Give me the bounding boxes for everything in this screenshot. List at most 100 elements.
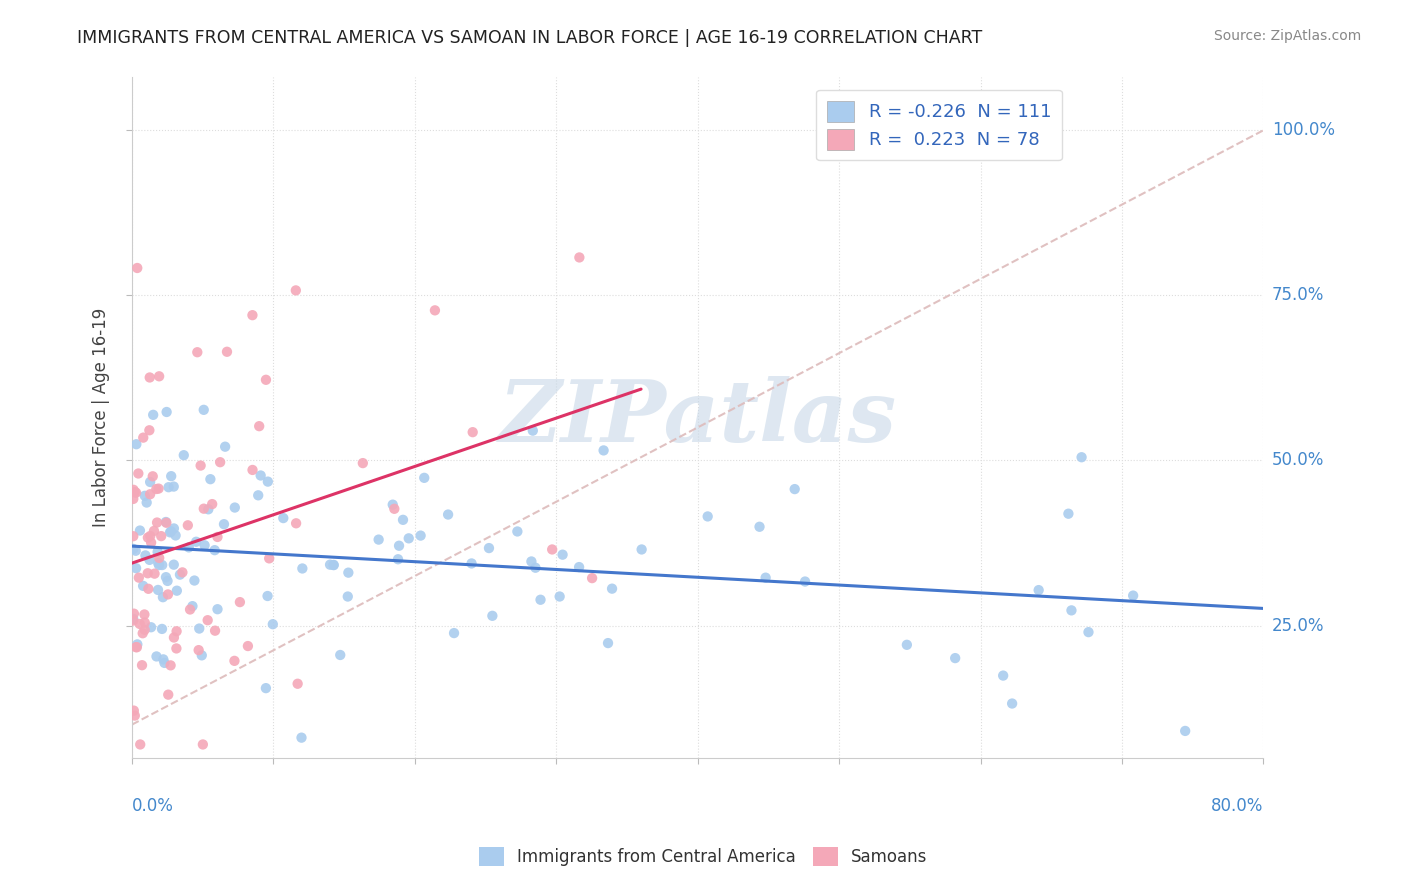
Point <box>122 491 145 506</box>
Point <box>630 542 652 557</box>
Text: 75.0%: 75.0% <box>1272 286 1324 304</box>
Point <box>247 488 270 502</box>
Point <box>172 566 194 580</box>
Point <box>134 623 156 637</box>
Point <box>132 579 155 593</box>
Point <box>125 640 148 655</box>
Point <box>155 516 177 530</box>
Point <box>388 539 411 553</box>
Point <box>122 704 145 718</box>
Point <box>529 592 551 607</box>
Point <box>212 517 235 532</box>
Point <box>319 558 342 572</box>
Point <box>600 582 623 596</box>
Point <box>153 656 176 670</box>
Point <box>242 463 264 477</box>
Point <box>197 613 219 627</box>
Point <box>991 668 1014 682</box>
Point <box>187 643 209 657</box>
Point <box>256 475 278 489</box>
Point <box>142 408 165 422</box>
Point <box>204 624 226 638</box>
Point <box>156 405 179 419</box>
Point <box>150 558 173 572</box>
Point <box>522 424 544 438</box>
Point <box>163 521 186 535</box>
Point <box>148 482 170 496</box>
Point <box>352 456 374 470</box>
Point <box>541 542 564 557</box>
Point <box>150 622 173 636</box>
Point <box>592 443 614 458</box>
Point <box>177 541 200 555</box>
Point <box>262 617 284 632</box>
Point <box>249 468 271 483</box>
Point <box>460 557 482 571</box>
Point <box>214 440 236 454</box>
Point <box>122 614 145 628</box>
Point <box>136 566 159 581</box>
Point <box>134 607 156 622</box>
Point <box>148 558 170 573</box>
Point <box>124 708 146 723</box>
Point <box>284 284 307 298</box>
Text: IMMIGRANTS FROM CENTRAL AMERICA VS SAMOAN IN LABOR FORCE | AGE 16-19 CORRELATION: IMMIGRANTS FROM CENTRAL AMERICA VS SAMOA… <box>77 29 983 46</box>
Point <box>134 549 156 563</box>
Point <box>148 556 170 570</box>
Point <box>413 471 436 485</box>
Point <box>568 251 591 265</box>
Point <box>1028 583 1050 598</box>
Point <box>155 515 177 529</box>
Point <box>1077 625 1099 640</box>
Point <box>254 681 277 695</box>
Point <box>191 648 214 663</box>
Point <box>177 518 200 533</box>
Point <box>322 558 344 572</box>
Point <box>169 567 191 582</box>
Point <box>437 508 460 522</box>
Point <box>122 529 145 543</box>
Point <box>285 516 308 531</box>
Point <box>145 482 167 496</box>
Point <box>166 624 188 639</box>
Text: 100.0%: 100.0% <box>1272 121 1334 139</box>
Point <box>194 538 217 552</box>
Point <box>896 638 918 652</box>
Point <box>139 529 162 543</box>
Point <box>122 612 145 626</box>
Point <box>152 652 174 666</box>
Point <box>1057 507 1080 521</box>
Point <box>125 640 148 655</box>
Point <box>134 615 156 630</box>
Point <box>186 345 208 359</box>
Point <box>748 520 770 534</box>
Point <box>596 636 619 650</box>
Point <box>696 509 718 524</box>
Point <box>568 560 591 574</box>
Point <box>461 425 484 439</box>
Point <box>382 501 405 516</box>
Point <box>156 574 179 588</box>
Text: 50.0%: 50.0% <box>1272 451 1324 469</box>
Point <box>139 487 162 501</box>
Point <box>179 602 201 616</box>
Point <box>138 370 160 384</box>
Point <box>186 534 208 549</box>
Point <box>136 531 159 545</box>
Point <box>207 530 229 544</box>
Point <box>125 561 148 575</box>
Point <box>166 583 188 598</box>
Point <box>138 423 160 437</box>
Point <box>755 571 778 585</box>
Point <box>159 658 181 673</box>
Point <box>165 528 187 542</box>
Point <box>387 552 409 566</box>
Point <box>322 558 344 572</box>
Point <box>242 308 264 322</box>
Point <box>478 541 501 555</box>
Point <box>290 731 312 745</box>
Point <box>155 570 177 584</box>
Point <box>128 571 150 585</box>
Point <box>163 558 186 572</box>
Point <box>125 543 148 558</box>
